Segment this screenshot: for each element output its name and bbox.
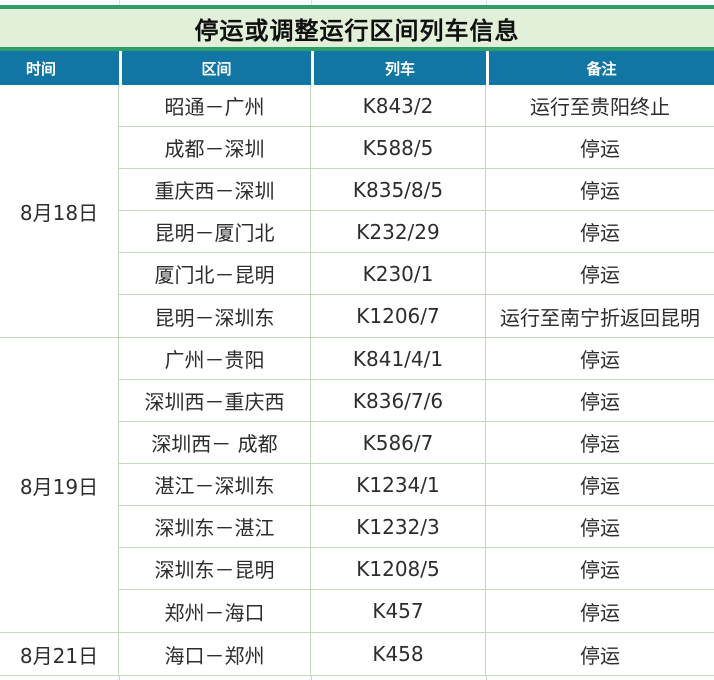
column-divider-line — [311, 676, 312, 680]
note-cell: 停运 — [486, 211, 714, 253]
header-time: 时间 — [0, 51, 119, 85]
table-header-row: 时间 区间 列车 备注 — [0, 51, 714, 85]
note-cell: 停运 — [580, 600, 620, 625]
note-cell: 停运 — [580, 643, 620, 668]
column-divider-line — [486, 676, 487, 680]
section-cell: 郑州－海口 — [119, 590, 311, 632]
top-green-rule — [0, 5, 714, 9]
note-cell: 运行至南宁折返回昆明 — [500, 305, 700, 330]
date-label: 8月21日 — [0, 633, 119, 675]
section-cell: 重庆西－深圳 — [119, 169, 311, 211]
note-cell: 运行至贵阳终止 — [486, 85, 714, 127]
column-divider-line — [311, 0, 312, 5]
section-cell: 深圳西－ 成都 — [119, 422, 311, 464]
section-cell: 厦门北－昆明 — [119, 253, 311, 295]
train-cell: K588/5 — [311, 127, 486, 169]
note-cell: 停运 — [486, 464, 714, 506]
section-cell: 深圳东－湛江 — [119, 506, 311, 548]
date-label: 8月18日 — [0, 85, 119, 337]
note-cell: 停运 — [486, 380, 714, 422]
section-cell: 广州－贵阳 — [119, 338, 311, 380]
title-bottom-green-rule — [0, 47, 714, 51]
note-cell: 停运 — [486, 127, 714, 169]
train-cell: K458 — [311, 633, 486, 675]
train-cell: K836/7/6 — [311, 380, 486, 422]
date-group: 8月18日 昭通－广州 K843/2 运行至贵阳终止 成都－深圳 K588/5 … — [0, 85, 714, 338]
note-cell: 停运 — [486, 422, 714, 464]
section-cell: 深圳西－重庆西 — [119, 380, 311, 422]
train-cell: K1232/3 — [311, 506, 486, 548]
section-cell: 昆明－深圳东 — [119, 295, 311, 337]
train-cell: K843/2 — [311, 85, 486, 127]
section-cell: 湛江－深圳东 — [119, 464, 311, 506]
section-cell: 深圳东－昆明 — [119, 548, 311, 590]
section-cell: 成都－深圳 — [119, 127, 311, 169]
note-cell: 停运 — [486, 338, 714, 380]
train-cell: K1206/7 — [311, 295, 486, 337]
train-cell: K1234/1 — [311, 464, 486, 506]
train-cell: K835/8/5 — [311, 169, 486, 211]
date-group: 8月21日 海口－郑州 K458 停运 — [0, 633, 714, 676]
section-cell: 昭通－广州 — [119, 85, 311, 127]
table-body: 8月18日 昭通－广州 K843/2 运行至贵阳终止 成都－深圳 K588/5 … — [0, 85, 714, 676]
header-remark: 备注 — [486, 51, 714, 85]
date-group: 8月19日 广州－贵阳 K841/4/1 停运 深圳西－重庆西 K836/7/6… — [0, 338, 714, 633]
page-title: 停运或调整运行区间列车信息 — [194, 16, 520, 45]
train-cell: K841/4/1 — [311, 338, 486, 380]
section-cell: 昆明－厦门北 — [119, 211, 311, 253]
note-cell: 停运 — [486, 169, 714, 211]
note-cell: 停运 — [486, 548, 714, 590]
train-cell: K1208/5 — [311, 548, 486, 590]
section-cell: 海口－郑州 — [119, 633, 311, 675]
date-label: 8月19日 — [0, 338, 119, 632]
column-divider-line — [119, 0, 120, 5]
train-cell: K230/1 — [311, 253, 486, 295]
header-section: 区间 — [119, 51, 311, 85]
cropped-top-row-strip — [0, 0, 714, 5]
note-cell: 停运 — [486, 253, 714, 295]
train-cell: K586/7 — [311, 422, 486, 464]
header-train: 列车 — [311, 51, 486, 85]
column-divider-line — [119, 676, 120, 680]
cropped-bottom-row-strip — [0, 676, 714, 680]
title-bar: 停运或调整运行区间列车信息 — [0, 9, 714, 47]
train-cell: K457 — [311, 590, 486, 632]
note-cell: 停运 — [486, 506, 714, 548]
train-cell: K232/29 — [311, 211, 486, 253]
column-divider-line — [486, 0, 487, 5]
